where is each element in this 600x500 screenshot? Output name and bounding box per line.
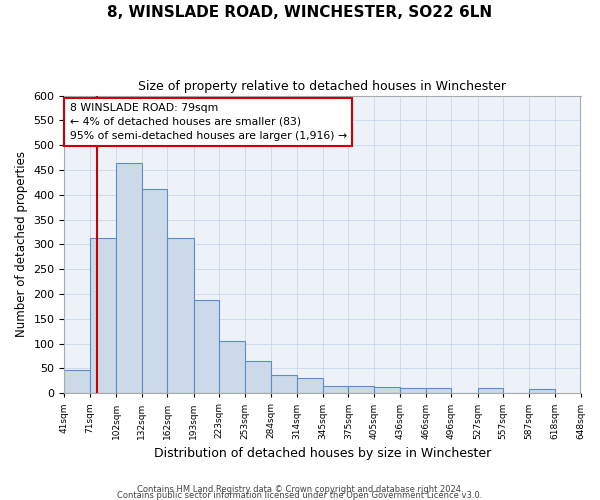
- Bar: [90, 238, 116, 394]
- Bar: [142, 189, 167, 394]
- Bar: [323, 386, 349, 394]
- Bar: [374, 388, 400, 394]
- Text: Contains public sector information licensed under the Open Government Licence v3: Contains public sector information licen…: [118, 490, 482, 500]
- Bar: [529, 390, 555, 394]
- Bar: [116, 162, 142, 394]
- Y-axis label: Number of detached properties: Number of detached properties: [15, 152, 28, 338]
- Title: Size of property relative to detached houses in Winchester: Size of property relative to detached ho…: [139, 80, 506, 93]
- Bar: [219, 341, 245, 394]
- Bar: [194, 300, 219, 394]
- Bar: [167, 238, 194, 394]
- Bar: [64, 370, 90, 394]
- Text: Contains HM Land Registry data © Crown copyright and database right 2024.: Contains HM Land Registry data © Crown c…: [137, 485, 463, 494]
- Bar: [349, 386, 374, 394]
- Bar: [478, 388, 503, 394]
- Bar: [426, 388, 451, 394]
- Text: 8, WINSLADE ROAD, WINCHESTER, SO22 6LN: 8, WINSLADE ROAD, WINCHESTER, SO22 6LN: [107, 5, 493, 20]
- Bar: [271, 375, 296, 394]
- X-axis label: Distribution of detached houses by size in Winchester: Distribution of detached houses by size …: [154, 447, 491, 460]
- Bar: [245, 361, 271, 394]
- Bar: [296, 378, 323, 394]
- Text: 8 WINSLADE ROAD: 79sqm
← 4% of detached houses are smaller (83)
95% of semi-deta: 8 WINSLADE ROAD: 79sqm ← 4% of detached …: [70, 103, 347, 141]
- Bar: [400, 388, 426, 394]
